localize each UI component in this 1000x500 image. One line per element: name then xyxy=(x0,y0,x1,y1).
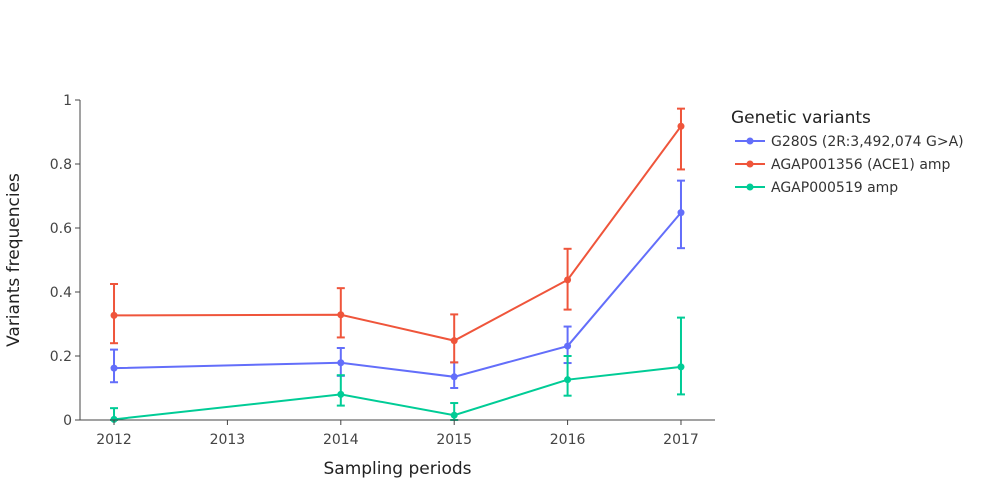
y-tick-label: 1 xyxy=(63,93,72,109)
legend-swatch-marker xyxy=(746,137,754,145)
plot-area xyxy=(110,107,685,423)
series-line xyxy=(113,365,682,421)
series-group xyxy=(110,107,685,364)
y-tick-label: 0.2 xyxy=(50,349,72,365)
x-tick-label: 2016 xyxy=(550,432,586,448)
data-point xyxy=(677,363,685,371)
data-point xyxy=(110,364,118,372)
data-point xyxy=(110,415,118,423)
series-line xyxy=(114,125,682,342)
series-line xyxy=(113,211,682,378)
data-point xyxy=(564,376,572,384)
legend-label: AGAP000519 amp xyxy=(771,180,898,196)
legend-item: AGAP001356 (ACE1) amp xyxy=(735,157,951,173)
y-tick-label: 0.6 xyxy=(50,221,72,237)
data-point xyxy=(337,390,345,398)
legend-item: AGAP000519 amp xyxy=(735,180,898,196)
legend-title: Genetic variants xyxy=(731,108,871,128)
axes: 2012 2013 2014 2015 2016 2017 0 0.2 0.4 0.6 0.8 1 xyxy=(50,93,715,448)
y-tick-label: 0 xyxy=(63,413,72,429)
data-point xyxy=(677,122,685,130)
y-axis-ticks: 0 0.2 0.4 0.6 0.8 1 xyxy=(50,93,80,429)
legend-swatch-marker xyxy=(746,183,754,191)
data-point xyxy=(450,411,458,419)
data-point xyxy=(110,311,118,319)
legend-items: G280S (2R:3,492,074 G>A) AGAP001356 (ACE1… xyxy=(735,134,964,196)
x-tick-label: 2012 xyxy=(96,432,132,448)
data-point xyxy=(450,337,458,345)
y-axis-title: Variants frequencies xyxy=(4,173,24,347)
legend: Genetic variants G280S (2R:3,492,074 G>A… xyxy=(731,108,964,196)
series-group xyxy=(110,179,685,389)
x-axis-title: Sampling periods xyxy=(324,459,472,479)
y-tick-label: 0.4 xyxy=(50,285,72,301)
data-point xyxy=(564,276,572,284)
x-tick-label: 2015 xyxy=(436,432,472,448)
data-point xyxy=(564,342,572,350)
data-point xyxy=(677,209,685,217)
data-point xyxy=(337,359,345,367)
y-tick-label: 0.8 xyxy=(50,157,72,173)
legend-label: AGAP001356 (ACE1) amp xyxy=(771,157,951,173)
legend-swatch-marker xyxy=(746,160,754,168)
legend-label: G280S (2R:3,492,074 G>A) xyxy=(771,134,964,150)
x-tick-label: 2017 xyxy=(663,432,699,448)
data-point xyxy=(337,311,345,319)
legend-item: G280S (2R:3,492,074 G>A) xyxy=(735,134,964,150)
x-tick-label: 2013 xyxy=(210,432,246,448)
x-tick-label: 2014 xyxy=(323,432,359,448)
data-point xyxy=(450,373,458,381)
x-axis-ticks: 2012 2013 2014 2015 2016 2017 xyxy=(96,420,699,448)
